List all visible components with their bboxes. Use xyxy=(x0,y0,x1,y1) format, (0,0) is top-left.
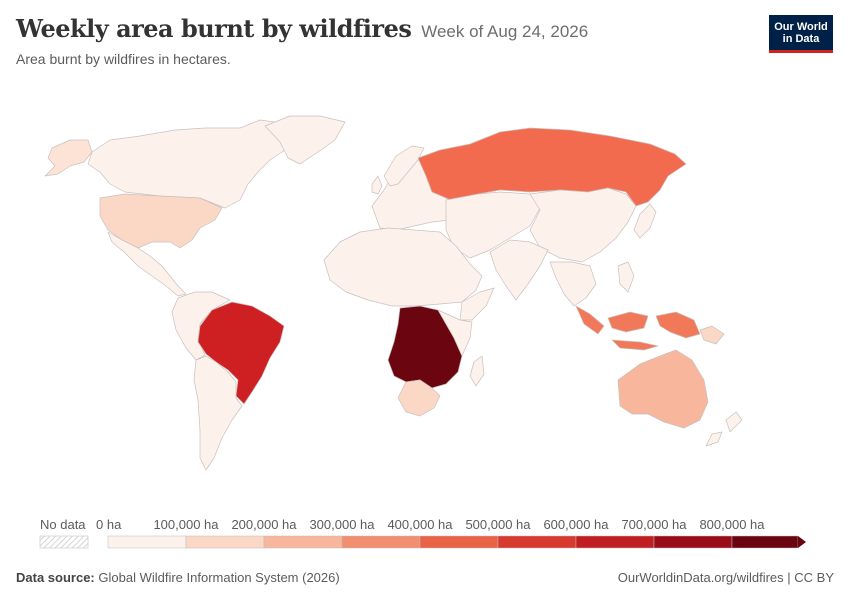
region-australia[interactable] xyxy=(617,349,709,429)
chart-subtitle: Area burnt by wildfires in hectares. xyxy=(16,51,231,67)
legend-bin xyxy=(653,535,733,549)
region-southern-south-america[interactable] xyxy=(193,355,243,471)
logo-line-2: in Data xyxy=(782,32,820,45)
data-source: Data source: Global Wildfire Information… xyxy=(16,570,340,585)
owid-logo[interactable]: Our World in Data xyxy=(769,15,833,53)
legend-bin xyxy=(419,535,499,549)
data-source-text: Global Wildfire Information System (2026… xyxy=(98,570,340,585)
legend-tick-label: 800,000 ha xyxy=(699,517,765,532)
region-southern-africa[interactable] xyxy=(397,379,441,417)
legend-bin xyxy=(497,535,577,549)
region-uk[interactable] xyxy=(371,175,383,195)
legend-arrow xyxy=(798,536,806,548)
legend-tick-label: 700,000 ha xyxy=(621,517,687,532)
region-greenland[interactable] xyxy=(264,115,346,165)
region-papua-new-guinea[interactable] xyxy=(699,325,725,345)
legend-bins xyxy=(107,535,806,549)
region-alaska[interactable] xyxy=(44,139,93,177)
region-brazil[interactable] xyxy=(197,301,285,405)
legend-tick-label: 0 ha xyxy=(96,517,122,532)
legend-tick-label: 300,000 ha xyxy=(309,517,375,532)
region-east-africa[interactable] xyxy=(437,309,473,357)
color-legend: No data 0 ha 100,000 ha 200,000 ha 300,000 … xyxy=(39,517,806,549)
page-title: Weekly area burnt by wildfires Week of A… xyxy=(16,14,756,43)
legend-bin xyxy=(263,535,343,549)
region-canada[interactable] xyxy=(87,119,301,209)
legend-bin xyxy=(107,535,187,549)
title-text: Weekly area burnt by wildfires xyxy=(16,14,412,43)
legend-bin xyxy=(575,535,655,549)
region-mexico[interactable] xyxy=(107,231,187,297)
data-source-label: Data source: xyxy=(16,570,95,585)
chart-header: Weekly area burnt by wildfires Week of A… xyxy=(16,14,756,67)
legend-ticks: 0 ha 100,000 ha 200,000 ha 300,000 ha 400,00… xyxy=(96,517,765,532)
region-japan[interactable] xyxy=(633,203,657,239)
logo-line-1: Our World xyxy=(774,20,828,33)
region-india[interactable] xyxy=(489,239,549,301)
region-north-africa[interactable] xyxy=(323,227,483,307)
world-map[interactable] xyxy=(0,80,850,500)
region-madagascar[interactable] xyxy=(469,355,485,387)
region-usa[interactable] xyxy=(99,193,223,249)
license-link[interactable]: OurWorldinData.org/wildfires | CC BY xyxy=(617,570,834,585)
legend-no-data-swatch xyxy=(39,535,89,549)
legend-tick-label: 100,000 ha xyxy=(153,517,219,532)
legend-tick-label: 600,000 ha xyxy=(543,517,609,532)
region-scandinavia[interactable] xyxy=(383,145,425,187)
legend-no-data-label: No data xyxy=(40,517,86,532)
legend-bin xyxy=(731,535,799,549)
region-southeast-asia[interactable] xyxy=(549,261,597,307)
region-china[interactable] xyxy=(529,187,637,263)
region-new-zealand[interactable] xyxy=(705,411,743,447)
legend-bin xyxy=(341,535,421,549)
title-date: Week of Aug 24, 2026 xyxy=(421,22,589,41)
legend-tick-label: 200,000 ha xyxy=(231,517,297,532)
legend-tick-label: 500,000 ha xyxy=(465,517,531,532)
region-philippines[interactable] xyxy=(617,261,635,293)
legend-tick-label: 400,000 ha xyxy=(387,517,453,532)
region-indonesia[interactable] xyxy=(575,305,701,351)
legend-bin xyxy=(185,535,265,549)
chart-footer: Data source: Global Wildfire Information… xyxy=(16,570,834,585)
